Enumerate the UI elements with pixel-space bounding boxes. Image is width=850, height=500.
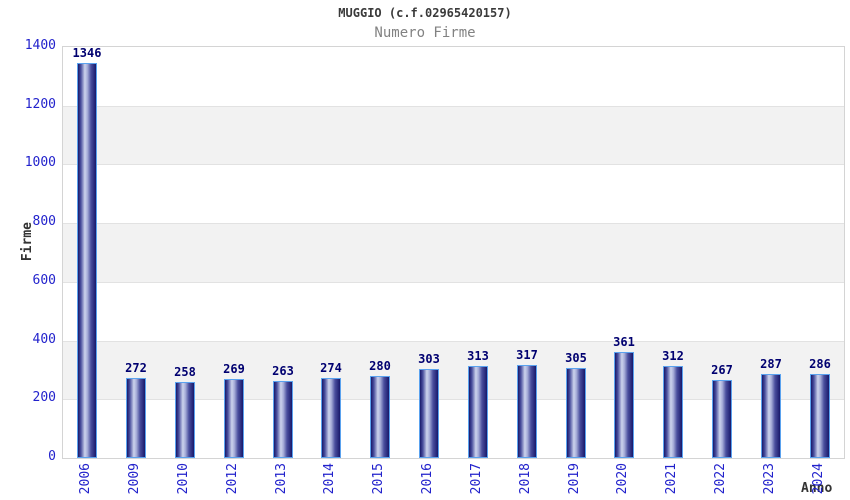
gridline	[63, 223, 844, 224]
plot-band	[63, 282, 844, 341]
plot-band	[63, 106, 844, 165]
bar-2017	[468, 366, 488, 458]
gridline	[63, 341, 844, 342]
bar-value-label: 269	[223, 362, 245, 376]
x-tick-label: 2021	[664, 463, 679, 495]
x-tick-label: 2017	[469, 463, 484, 495]
gridline	[63, 106, 844, 107]
gridline	[63, 164, 844, 165]
bar-2010	[175, 382, 195, 458]
y-tick-label: 200	[32, 390, 56, 405]
x-tick-label: 2012	[225, 463, 240, 495]
bar-value-label: 317	[516, 348, 538, 362]
bar-2019	[566, 368, 586, 458]
bar-value-label: 287	[760, 357, 782, 371]
bar-2024	[810, 374, 830, 458]
bar-2015	[370, 376, 390, 458]
x-tick-label: 2013	[274, 463, 289, 495]
bar-2021	[663, 366, 683, 458]
bar-2018	[517, 365, 537, 458]
plot-band	[63, 47, 844, 106]
bar-2006	[77, 63, 97, 458]
gridline	[63, 282, 844, 283]
y-tick-label: 1000	[24, 155, 56, 170]
bar-value-label: 305	[565, 351, 587, 365]
y-tick-label: 1200	[24, 97, 56, 112]
x-tick-label: 2023	[762, 463, 777, 495]
bar-value-label: 313	[467, 349, 489, 363]
x-tick-label: 2022	[713, 463, 728, 495]
bar-2013	[273, 381, 293, 458]
bar-value-label: 258	[174, 365, 196, 379]
bar-2022	[712, 380, 732, 458]
y-tick-label: 1400	[24, 38, 56, 53]
x-tick-label: 2010	[176, 463, 191, 495]
bar-value-label: 303	[418, 352, 440, 366]
x-tick-label: 2016	[420, 463, 435, 495]
bar-value-label: 312	[662, 349, 684, 363]
gridline	[63, 399, 844, 400]
x-tick-label: 2018	[518, 463, 533, 495]
bar-value-label: 263	[272, 364, 294, 378]
x-tick-label: 2024	[811, 463, 826, 495]
bar-value-label: 280	[369, 359, 391, 373]
chart-subtitle: Numero Firme	[374, 25, 476, 41]
y-tick-label: 600	[32, 273, 56, 288]
x-tick-label: 2006	[78, 463, 93, 495]
x-tick-label: 2009	[127, 463, 142, 495]
bar-2023	[761, 374, 781, 458]
y-tick-label: 0	[48, 449, 56, 464]
bar-value-label: 272	[125, 361, 147, 375]
bar-value-label: 286	[809, 357, 831, 371]
bar-2009	[126, 378, 146, 458]
x-tick-label: 2014	[322, 463, 337, 495]
y-tick-label: 800	[32, 214, 56, 229]
chart-title: MUGGIO (c.f.02965420157)	[338, 6, 512, 20]
bar-value-label: 267	[711, 363, 733, 377]
x-tick-label: 2019	[567, 463, 582, 495]
bar-2014	[321, 378, 341, 458]
bar-value-label: 1346	[72, 46, 102, 60]
plot-area: 1346 272 258 269 263 274 280 303 313 317 305 361 312…	[62, 46, 845, 459]
bar-value-label: 274	[320, 361, 342, 375]
plot-band	[63, 223, 844, 282]
bar-value-label: 361	[613, 335, 635, 349]
bar-2016	[419, 369, 439, 458]
x-tick-label: 2015	[371, 463, 386, 495]
y-tick-label: 400	[32, 332, 56, 347]
x-tick-label: 2020	[615, 463, 630, 495]
bar-2012	[224, 379, 244, 458]
x-axis-title: Anno	[801, 481, 833, 496]
bar-2020	[614, 352, 634, 458]
plot-band	[63, 164, 844, 223]
